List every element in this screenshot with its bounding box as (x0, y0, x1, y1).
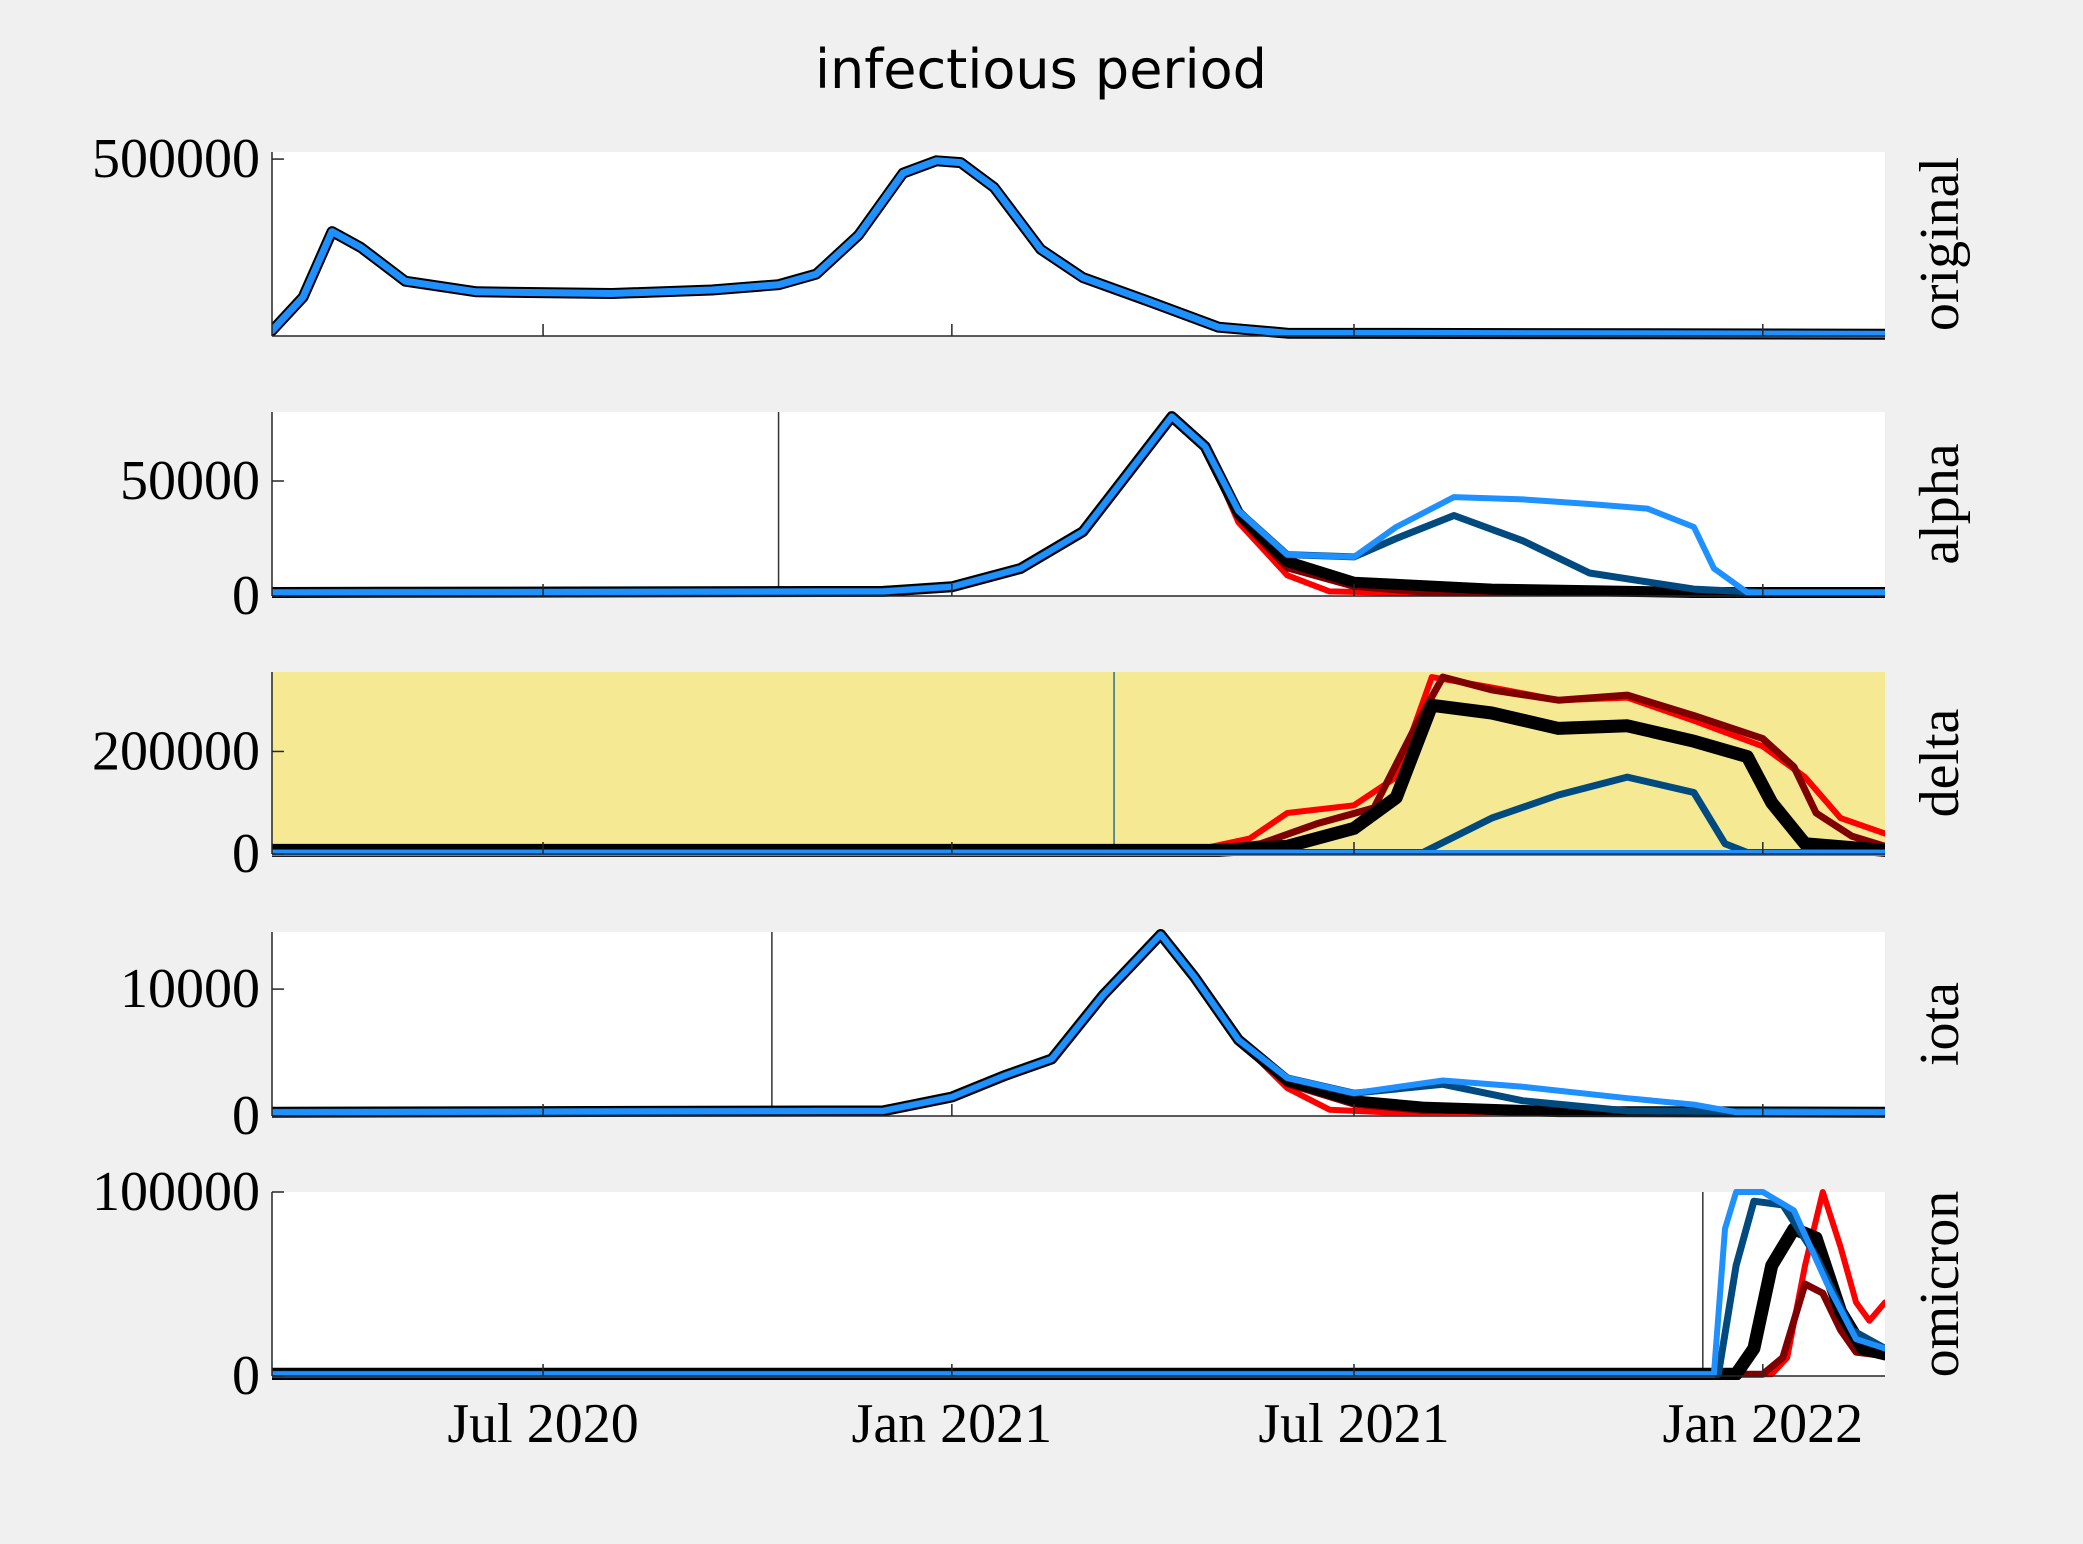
panel-label-alpha: alpha (1909, 443, 1971, 564)
panel-original: 500000 original (92, 128, 1971, 340)
series-line-delta-black (272, 698, 1885, 857)
x-tick-label: Jan 2022 (1662, 1393, 1863, 1455)
x-tick-label: Jul 2021 (1258, 1393, 1449, 1455)
panel-alpha: 0 50000 alpha (120, 411, 1971, 627)
series-line-iota-blue (272, 931, 1885, 1116)
x-tick-label: Jul 2020 (447, 1393, 638, 1455)
series-line-delta-darkred (272, 673, 1885, 854)
axes-background-delta (272, 672, 1885, 854)
panel-label-omicron: omicron (1909, 1191, 1971, 1378)
series-group-omicron (272, 1189, 1885, 1380)
chart-title: infectious period (815, 38, 1267, 101)
x-tick-label: Jan 2021 (852, 1393, 1053, 1455)
y-tick-label-alpha: 0 (232, 565, 260, 627)
y-tick-label-alpha: 50000 (120, 450, 260, 512)
axes-background-alpha (272, 412, 1885, 596)
y-tick-label-original: 500000 (92, 128, 260, 190)
panel-label-original: original (1909, 157, 1971, 331)
panel-label-iota: iota (1909, 982, 1971, 1066)
axes-background-omicron (272, 1192, 1885, 1376)
panels: 500000 original 0 50000 alpha 0 200000 delta 0 10… (92, 128, 1971, 1455)
series-line-alpha-blue (272, 413, 1885, 596)
series-line-omicron-red (272, 1189, 1885, 1378)
y-tick-label-omicron: 100000 (92, 1161, 260, 1223)
series-group-iota (272, 929, 1885, 1118)
y-tick-label-iota: 10000 (120, 958, 260, 1020)
y-tick-label-iota: 0 (232, 1085, 260, 1147)
axes-background-original (272, 152, 1885, 336)
panel-iota: 0 10000 iota (120, 929, 1971, 1147)
series-group-original (272, 155, 1885, 340)
panel-delta: 0 200000 delta (92, 672, 1971, 885)
panel-omicron: 0 100000 omicron (92, 1161, 1971, 1407)
y-tick-label-delta: 200000 (92, 720, 260, 782)
series-line-omicron-darkred (272, 1280, 1885, 1378)
series-group-delta (272, 673, 1885, 857)
y-tick-label-omicron: 0 (232, 1345, 260, 1407)
panel-label-delta: delta (1909, 708, 1971, 817)
series-line-original-blue (272, 157, 1885, 338)
series-line-delta-navy (272, 773, 1885, 856)
y-tick-label-delta: 0 (232, 823, 260, 885)
series-line-omicron-blue (272, 1189, 1885, 1378)
